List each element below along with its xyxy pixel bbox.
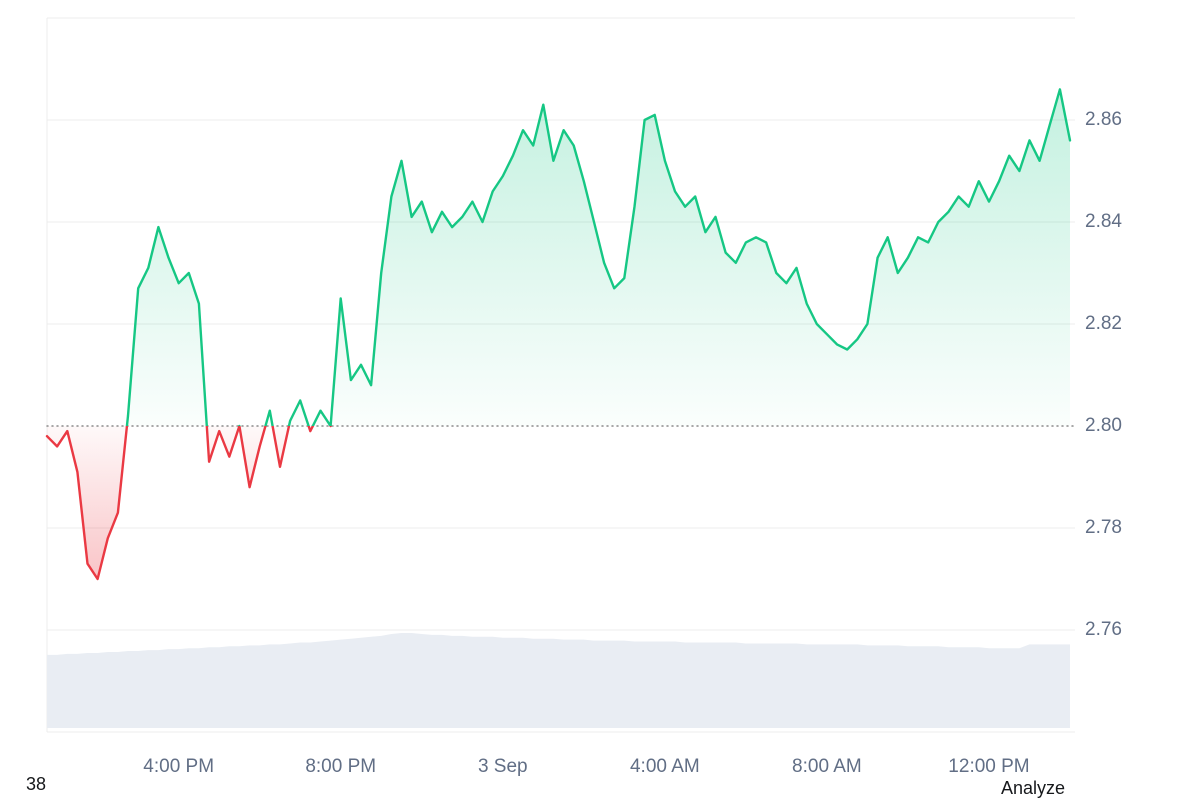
price-line-down — [45, 426, 332, 581]
y-tick-label: 2.76 — [1085, 619, 1122, 640]
y-tick-label: 2.84 — [1085, 211, 1122, 232]
x-tick-label: 4:00 AM — [629, 756, 700, 777]
footer-left-text: 38 — [26, 774, 47, 794]
y-tick-label: 2.80 — [1085, 415, 1122, 436]
y-tick-label: 2.86 — [1085, 109, 1122, 130]
y-tick-label: 2.82 — [1085, 313, 1122, 334]
y-tick-label: 2.78 — [1085, 517, 1122, 538]
volume-area — [47, 633, 1070, 728]
x-tick-label: 4:00 PM — [143, 756, 215, 777]
price-area-up — [47, 89, 1070, 426]
price-line-up — [125, 88, 1072, 426]
analyze-button[interactable]: Analyze — [1001, 778, 1066, 798]
x-tick-label: 3 Sep — [477, 756, 528, 777]
x-tick-label: 8:00 AM — [792, 756, 862, 777]
x-tick-label: 8:00 PM — [305, 756, 377, 777]
x-tick-label: 12:00 PM — [948, 756, 1030, 777]
